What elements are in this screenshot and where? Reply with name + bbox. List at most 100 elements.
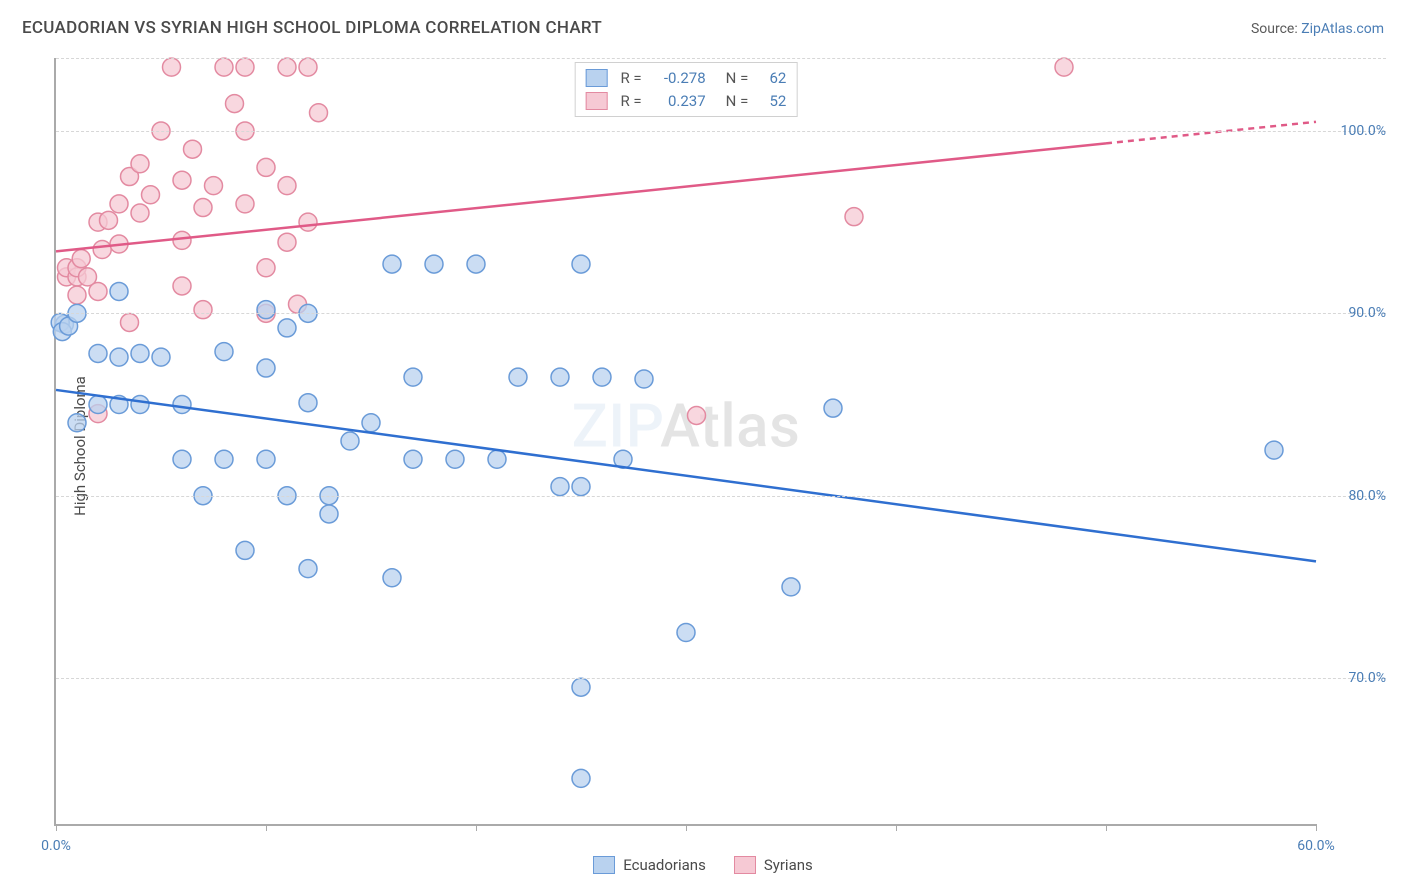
scatter-point — [226, 95, 244, 113]
scatter-point — [236, 541, 254, 559]
stats-row: R = -0.278 N = 62 — [586, 67, 787, 90]
grid-line — [56, 58, 1386, 59]
scatter-point — [184, 140, 202, 158]
scatter-point — [152, 348, 170, 366]
scatter-point — [215, 450, 233, 468]
scatter-point — [131, 396, 149, 414]
scatter-point — [110, 348, 128, 366]
stat-r-value: -0.278 — [650, 67, 706, 90]
scatter-point — [89, 282, 107, 300]
scatter-point — [404, 450, 422, 468]
x-tick — [896, 824, 897, 831]
stat-label: R = — [616, 90, 642, 113]
scatter-point — [467, 255, 485, 273]
x-tick — [686, 824, 687, 831]
scatter-point — [131, 204, 149, 222]
stats-legend: R = -0.278 N = 62 R = 0.237 N = 52 — [575, 62, 798, 117]
scatter-point — [488, 450, 506, 468]
scatter-point — [89, 396, 107, 414]
scatter-point — [72, 250, 90, 268]
scatter-point — [257, 301, 275, 319]
y-tick-label: 80.0% — [1348, 488, 1386, 504]
scatter-point — [572, 255, 590, 273]
source-label: Source: ZipAtlas.com — [1251, 21, 1384, 37]
scatter-point — [278, 177, 296, 195]
stats-row: R = 0.237 N = 52 — [586, 90, 787, 113]
x-tick-label: 0.0% — [41, 838, 71, 854]
scatter-point — [194, 199, 212, 217]
scatter-point — [257, 359, 275, 377]
trend-line — [56, 390, 1316, 561]
scatter-point — [845, 208, 863, 226]
grid-line: 90.0% — [56, 313, 1386, 314]
stat-n-value: 52 — [756, 90, 786, 113]
scatter-point — [142, 186, 160, 204]
trend-line — [56, 143, 1106, 251]
scatter-point — [236, 58, 254, 76]
scatter-point — [446, 450, 464, 468]
scatter-point — [194, 301, 212, 319]
scatter-point — [173, 277, 191, 295]
scatter-point — [1055, 58, 1073, 76]
scatter-point — [1265, 441, 1283, 459]
scatter-point — [278, 58, 296, 76]
scatter-point — [68, 414, 86, 432]
scatter-point — [688, 406, 706, 424]
scatter-point — [299, 394, 317, 412]
scatter-point — [121, 313, 139, 331]
legend-swatch — [734, 856, 756, 874]
grid-line: 80.0% — [56, 496, 1386, 497]
scatter-point — [93, 241, 111, 259]
chart-plot-area: ZIPAtlas R =-0.278N =62R =0.237N =52 70.… — [54, 58, 1316, 826]
scatter-point — [551, 478, 569, 496]
scatter-point — [572, 478, 590, 496]
scatter-point — [173, 450, 191, 468]
y-tick-label: 70.0% — [1348, 670, 1386, 686]
scatter-point — [68, 286, 86, 304]
x-tick — [266, 824, 267, 831]
scatter-point — [163, 58, 181, 76]
trend-line-dashed — [1106, 122, 1316, 144]
scatter-point — [383, 255, 401, 273]
scatter-point — [677, 624, 695, 642]
scatter-point — [257, 158, 275, 176]
grid-line: 70.0% — [56, 678, 1386, 679]
scatter-point — [310, 104, 328, 122]
source-link[interactable]: ZipAtlas.com — [1301, 21, 1384, 37]
stat-label: R = — [616, 67, 642, 90]
scatter-point — [635, 370, 653, 388]
scatter-point — [173, 396, 191, 414]
grid-line: 100.0% — [56, 131, 1386, 132]
y-tick-label: 90.0% — [1348, 305, 1386, 321]
scatter-point — [299, 58, 317, 76]
scatter-point — [320, 505, 338, 523]
scatter-point — [362, 414, 380, 432]
scatter-point — [341, 432, 359, 450]
scatter-point — [110, 282, 128, 300]
x-tick — [476, 824, 477, 831]
x-tick — [1316, 824, 1317, 831]
scatter-point — [131, 344, 149, 362]
stat-r-value: 0.237 — [650, 90, 706, 113]
legend-label: Syrians — [764, 856, 813, 874]
stat-label: N = — [726, 90, 749, 113]
scatter-point — [173, 171, 191, 189]
scatter-point — [299, 213, 317, 231]
legend-swatch — [593, 856, 615, 874]
x-tick — [56, 824, 57, 831]
x-tick — [1106, 824, 1107, 831]
scatter-point — [173, 231, 191, 249]
chart-title: ECUADORIAN VS SYRIAN HIGH SCHOOL DIPLOMA… — [22, 18, 602, 38]
scatter-point — [100, 211, 118, 229]
legend-swatch — [586, 69, 608, 87]
series-legend: Ecuadorians Syrians — [0, 856, 1406, 874]
legend-swatch — [586, 92, 608, 110]
stat-label: N = — [726, 67, 749, 90]
scatter-point — [205, 177, 223, 195]
scatter-point — [593, 368, 611, 386]
scatter-point — [299, 560, 317, 578]
legend-label: Ecuadorians — [623, 856, 706, 874]
scatter-point — [782, 578, 800, 596]
stat-n-value: 62 — [756, 67, 786, 90]
scatter-point — [257, 259, 275, 277]
